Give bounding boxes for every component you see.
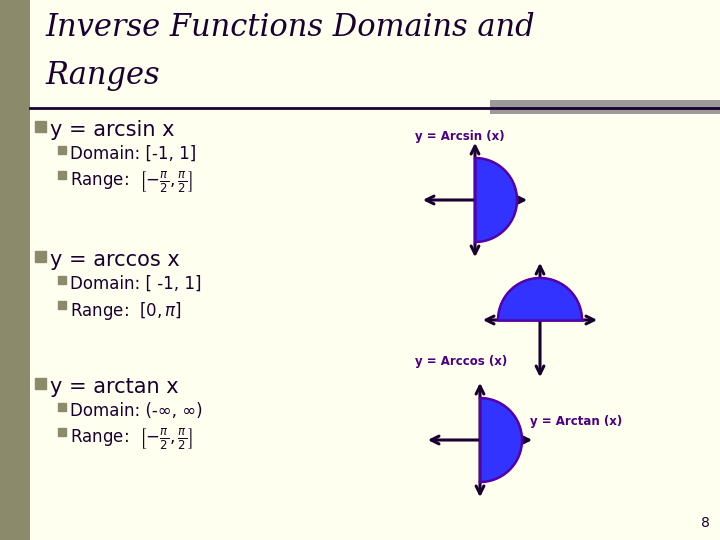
Text: 8: 8 bbox=[701, 516, 710, 530]
Text: Range:  $\left[-\frac{\pi}{2}, \frac{\pi}{2}\right]$: Range: $\left[-\frac{\pi}{2}, \frac{\pi}… bbox=[70, 427, 192, 453]
Bar bbox=[0, 0, 30, 540]
Bar bbox=[58, 428, 66, 436]
Polygon shape bbox=[475, 158, 517, 242]
Bar bbox=[58, 171, 66, 179]
Text: y = arctan x: y = arctan x bbox=[50, 377, 179, 397]
Text: y = Arccos (x): y = Arccos (x) bbox=[415, 355, 508, 368]
Text: y = arcsin x: y = arcsin x bbox=[50, 120, 174, 140]
Bar bbox=[35, 251, 46, 262]
Text: y = Arcsin (x): y = Arcsin (x) bbox=[415, 130, 505, 143]
Text: Inverse Functions Domains and: Inverse Functions Domains and bbox=[45, 12, 535, 43]
Bar bbox=[35, 121, 46, 132]
Bar bbox=[490, 100, 720, 114]
Text: Range:  $\left[-\frac{\pi}{2}, \frac{\pi}{2}\right]$: Range: $\left[-\frac{\pi}{2}, \frac{\pi}… bbox=[70, 170, 192, 195]
Text: Domain: (-∞, ∞): Domain: (-∞, ∞) bbox=[70, 402, 202, 420]
Bar bbox=[58, 276, 66, 284]
Polygon shape bbox=[498, 278, 582, 320]
Text: y = Arctan (x): y = Arctan (x) bbox=[530, 415, 622, 428]
Polygon shape bbox=[480, 398, 522, 482]
Text: Range:  $\left[0, \pi\right]$: Range: $\left[0, \pi\right]$ bbox=[70, 300, 182, 322]
Bar bbox=[58, 301, 66, 309]
Bar bbox=[58, 403, 66, 411]
Bar bbox=[58, 146, 66, 154]
Text: y = arccos x: y = arccos x bbox=[50, 250, 180, 270]
Text: Domain: [-1, 1]: Domain: [-1, 1] bbox=[70, 145, 197, 163]
Bar bbox=[35, 378, 46, 389]
Text: Ranges: Ranges bbox=[45, 60, 160, 91]
Text: Domain: [ -1, 1]: Domain: [ -1, 1] bbox=[70, 275, 202, 293]
